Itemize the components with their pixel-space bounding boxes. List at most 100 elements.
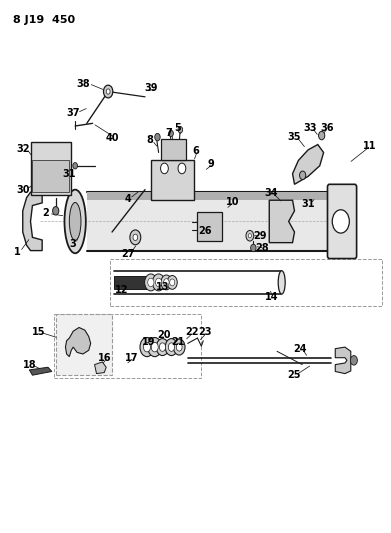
Circle shape xyxy=(156,278,162,287)
Circle shape xyxy=(246,230,254,241)
Bar xyxy=(110,259,382,306)
Circle shape xyxy=(151,342,158,352)
Ellipse shape xyxy=(65,190,86,253)
Text: 21: 21 xyxy=(171,337,185,347)
Circle shape xyxy=(319,131,325,140)
Ellipse shape xyxy=(69,203,81,240)
FancyBboxPatch shape xyxy=(32,160,69,192)
Text: 29: 29 xyxy=(253,231,266,241)
Circle shape xyxy=(133,234,138,240)
Circle shape xyxy=(350,356,357,365)
FancyBboxPatch shape xyxy=(197,212,222,241)
Circle shape xyxy=(176,343,182,351)
Text: 30: 30 xyxy=(16,184,29,195)
Circle shape xyxy=(168,343,174,351)
Circle shape xyxy=(155,133,160,141)
Text: 13: 13 xyxy=(156,281,169,292)
Text: 39: 39 xyxy=(144,83,158,93)
Polygon shape xyxy=(292,144,324,184)
Circle shape xyxy=(104,85,113,98)
Text: 22: 22 xyxy=(185,327,198,337)
Circle shape xyxy=(73,163,77,169)
Circle shape xyxy=(300,171,306,180)
Text: 16: 16 xyxy=(97,353,111,362)
Text: 36: 36 xyxy=(320,123,334,133)
Circle shape xyxy=(130,230,141,245)
Bar xyxy=(54,314,201,378)
FancyBboxPatch shape xyxy=(328,184,357,259)
Circle shape xyxy=(161,275,172,290)
FancyBboxPatch shape xyxy=(87,192,328,200)
FancyBboxPatch shape xyxy=(151,160,194,200)
Polygon shape xyxy=(23,192,42,251)
FancyBboxPatch shape xyxy=(161,139,186,160)
Circle shape xyxy=(145,274,157,291)
Polygon shape xyxy=(65,327,91,357)
Polygon shape xyxy=(95,362,106,374)
Text: 6: 6 xyxy=(192,146,199,156)
Text: 33: 33 xyxy=(303,123,317,133)
Text: 28: 28 xyxy=(255,243,269,253)
Circle shape xyxy=(178,126,183,133)
Circle shape xyxy=(152,274,165,291)
Circle shape xyxy=(165,338,178,356)
Circle shape xyxy=(140,337,154,357)
Polygon shape xyxy=(269,200,294,243)
Circle shape xyxy=(106,89,110,94)
Text: 32: 32 xyxy=(16,144,29,154)
Text: 31: 31 xyxy=(63,169,76,179)
Circle shape xyxy=(161,163,168,174)
Circle shape xyxy=(173,339,185,355)
Text: 3: 3 xyxy=(70,239,77,249)
Circle shape xyxy=(148,337,162,357)
Bar xyxy=(56,314,112,375)
Polygon shape xyxy=(114,276,147,289)
Circle shape xyxy=(156,338,169,356)
Circle shape xyxy=(248,233,251,238)
Text: 9: 9 xyxy=(208,159,214,169)
Text: 1: 1 xyxy=(14,247,21,257)
Text: 23: 23 xyxy=(199,327,212,337)
Text: 20: 20 xyxy=(157,330,170,341)
Text: 18: 18 xyxy=(23,360,36,369)
Text: 19: 19 xyxy=(142,337,156,347)
Text: 38: 38 xyxy=(76,78,90,88)
FancyBboxPatch shape xyxy=(30,142,71,195)
Circle shape xyxy=(178,163,186,174)
Circle shape xyxy=(148,278,154,287)
Text: 11: 11 xyxy=(363,141,376,151)
Text: 8: 8 xyxy=(146,135,153,146)
Text: 10: 10 xyxy=(226,197,239,207)
Circle shape xyxy=(53,207,59,215)
Text: 25: 25 xyxy=(288,370,301,380)
Text: 2: 2 xyxy=(43,208,49,219)
Text: 31: 31 xyxy=(301,199,315,209)
Circle shape xyxy=(164,279,169,286)
Circle shape xyxy=(143,342,151,352)
Circle shape xyxy=(169,130,173,136)
Polygon shape xyxy=(335,347,351,374)
Text: 15: 15 xyxy=(32,327,45,337)
Text: 35: 35 xyxy=(288,132,301,142)
Circle shape xyxy=(160,343,166,351)
Text: 34: 34 xyxy=(264,188,278,198)
Text: 24: 24 xyxy=(294,344,307,354)
Text: 4: 4 xyxy=(124,193,131,204)
Text: 7: 7 xyxy=(166,128,172,138)
Ellipse shape xyxy=(278,271,285,294)
Circle shape xyxy=(332,210,349,233)
Text: 8 J19  450: 8 J19 450 xyxy=(13,14,75,25)
FancyBboxPatch shape xyxy=(87,192,328,251)
Text: 17: 17 xyxy=(125,353,138,362)
Text: 37: 37 xyxy=(66,108,80,118)
Polygon shape xyxy=(29,367,52,375)
Text: 40: 40 xyxy=(105,133,119,143)
Circle shape xyxy=(170,279,175,286)
Text: 26: 26 xyxy=(199,226,212,236)
Text: 14: 14 xyxy=(264,292,278,302)
Circle shape xyxy=(251,244,256,252)
Circle shape xyxy=(167,276,177,289)
Text: 5: 5 xyxy=(175,123,181,133)
Text: 12: 12 xyxy=(115,285,129,295)
Text: 27: 27 xyxy=(121,249,135,259)
